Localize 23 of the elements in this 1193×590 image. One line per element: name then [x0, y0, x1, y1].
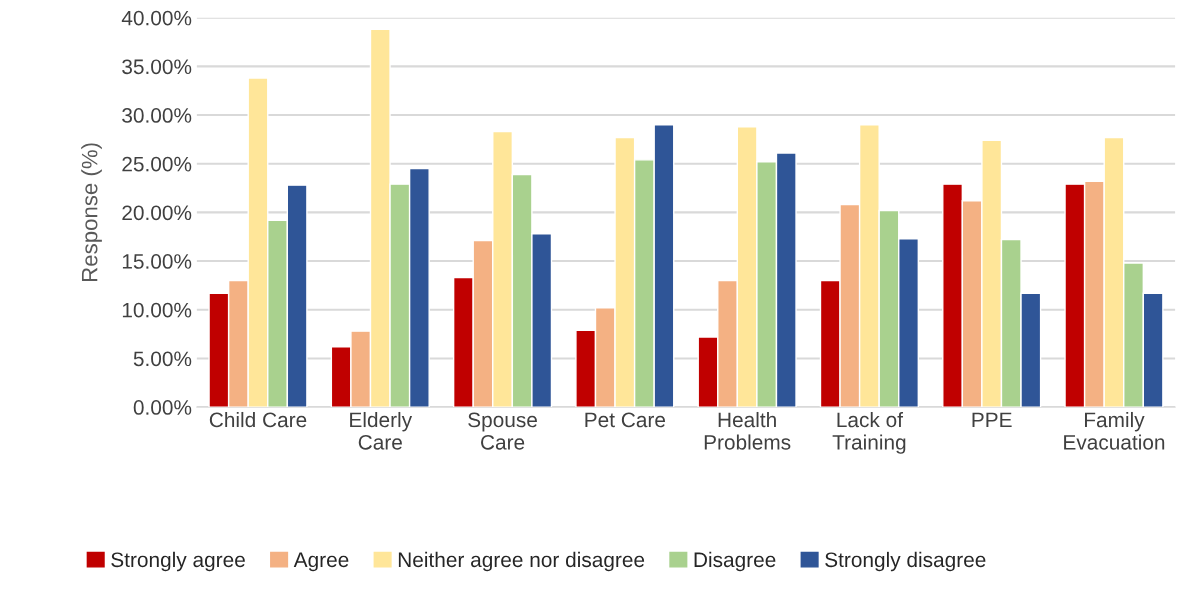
- y-tick-label: 40.00%: [121, 10, 192, 26]
- y-tick-label: 20.00%: [122, 205, 192, 221]
- y-axis-title: Response (%): [81, 143, 102, 281]
- x-tick-label: Family Evacuation: [1064, 411, 1165, 450]
- y-tick-label: 15.00%: [122, 254, 192, 269]
- legend-label: Agree: [293, 552, 349, 572]
- y-tick-label: 35.00%: [122, 59, 192, 75]
- x-tick-label: Elderly Care: [350, 411, 413, 450]
- x-tick-label: PPE: [972, 412, 1012, 428]
- y-tick-label: 5.00%: [133, 351, 192, 367]
- x-tick-label: Spouse Care: [468, 412, 537, 450]
- x-tick-label: Pet Care: [585, 412, 666, 428]
- y-tick-label: 25.00%: [122, 156, 192, 172]
- x-tick-label: Health Problems: [704, 411, 791, 450]
- legend-label: Strongly agree: [111, 551, 245, 572]
- y-tick-label: 0.00%: [133, 400, 192, 415]
- legend-label: Strongly disagree: [825, 551, 986, 572]
- x-tick-label: Child Care: [209, 411, 307, 428]
- legend-label: Neither agree nor disagree: [398, 551, 645, 572]
- y-tick-label: 30.00%: [122, 108, 192, 123]
- legend-label: Disagree: [694, 551, 776, 572]
- x-tick-label: Lack of Training: [832, 411, 906, 454]
- y-tick-label: 10.00%: [122, 302, 192, 318]
